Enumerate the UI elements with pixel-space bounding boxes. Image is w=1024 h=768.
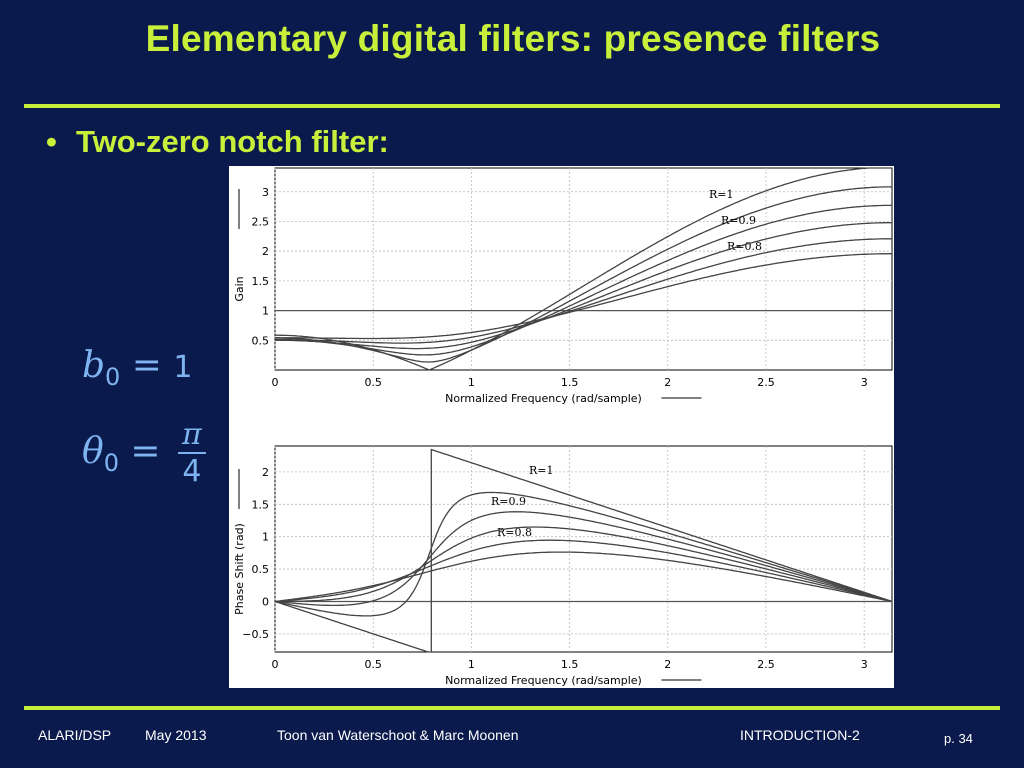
series-line-3 (275, 204, 893, 356)
equals-sign: = (131, 345, 162, 386)
y-tick-label: 0.5 (252, 334, 270, 347)
series-line-3 (274, 511, 893, 607)
series-line-4 (275, 222, 892, 350)
plots-svg: 0 0.5 1 1.5 2 2.5 3 0.5 1 1.5 2 2.5 3 Normalized Freq… (233, 167, 893, 687)
plot-panel: 0 0.5 1 1.5 2 2.5 3 0.5 1 1.5 2 2.5 3 Normalized Freq… (229, 166, 894, 688)
series-label: R=0.9 (491, 495, 526, 508)
y-tick-label: 2 (262, 466, 269, 479)
y-axis-label: Phase Shift (rad) (233, 523, 246, 615)
y-tick-label: 1.5 (252, 498, 270, 511)
x-tick-label: 1 (468, 658, 475, 671)
series-line-6 (274, 551, 893, 603)
bullet-item: • Two-zero notch filter: (46, 124, 389, 160)
series-line-2 (275, 186, 893, 363)
x-tick-label: 2 (664, 376, 671, 389)
y-tick-label: 1 (262, 531, 269, 544)
x-tick-label: 3 (861, 376, 868, 389)
theta-subscript: 0 (103, 449, 119, 478)
b-subscript: 0 (105, 363, 121, 392)
x-tick-label: 1 (468, 376, 475, 389)
plot-frame (274, 445, 893, 653)
x-axis-label: Normalized Frequency (rad/sample) (445, 392, 642, 405)
x-tick-label: 1.5 (561, 376, 579, 389)
b-symbol: b (82, 345, 106, 386)
y-tick-label: 3 (262, 186, 269, 199)
footer-date: May 2013 (145, 727, 207, 743)
series-line-2 (274, 491, 893, 617)
equation-theta0: θ0 = π 4 (82, 418, 206, 490)
equals-sign: = (130, 431, 161, 472)
equation-b0: b0 = 1 (82, 345, 193, 391)
y-tick-label: 2 (262, 245, 269, 258)
bullet-marker: • (46, 124, 57, 159)
x-tick-label: 0 (272, 658, 279, 671)
series-line-1 (274, 448, 893, 653)
series-label: R=0.8 (727, 240, 762, 253)
chart-gain: 0 0.5 1 1.5 2 2.5 3 0.5 1 1.5 2 2.5 3 Normalized Freq… (233, 167, 893, 405)
series-line-5 (275, 238, 892, 344)
fraction: π 4 (178, 418, 206, 490)
title-divider (24, 104, 1000, 108)
y-tick-label: −0.5 (242, 628, 269, 641)
b0-value: 1 (173, 350, 193, 385)
x-axis-label: Normalized Frequency (rad/sample) (445, 674, 642, 687)
x-tick-label: 2 (664, 658, 671, 671)
bullet-text: Two-zero notch filter: (76, 124, 389, 159)
slide-title: Elementary digital filters: presence fil… (145, 18, 881, 59)
chart-phase: 0 0.5 1 1.5 2 2.5 3 −0.5 0 0.5 1 1.5 2 Normalized Fre… (233, 445, 893, 687)
series-line-6 (275, 253, 892, 340)
footer-page-number: p. 34 (944, 731, 973, 746)
footer-course: ALARI/DSP (38, 727, 112, 743)
x-tick-label: 1.5 (561, 658, 579, 671)
series-label: R=1 (529, 464, 554, 477)
y-tick-label: 0.5 (252, 563, 270, 576)
fraction-denominator: 4 (182, 454, 202, 489)
footer-authors: Toon van Waterschoot & Marc Moonen (277, 727, 519, 743)
x-tick-label: 3 (861, 658, 868, 671)
y-axis-label: Gain (233, 276, 246, 301)
y-tick-label: 2.5 (252, 215, 270, 228)
footer-divider (24, 706, 1000, 710)
x-tick-label: 0.5 (364, 376, 382, 389)
series-label: R=1 (709, 188, 734, 201)
y-tick-label: 0 (262, 595, 269, 608)
series-label: R=0.9 (721, 214, 756, 227)
series-line-4 (275, 526, 893, 603)
y-tick-label: 1 (262, 305, 269, 318)
x-tick-label: 0.5 (364, 658, 382, 671)
footer-section: INTRODUCTION-2 (740, 727, 860, 743)
x-tick-label: 0 (272, 376, 279, 389)
x-tick-label: 2.5 (757, 376, 775, 389)
fraction-numerator: π (178, 418, 206, 454)
theta-symbol: θ (82, 431, 104, 472)
series-line-5 (274, 539, 893, 603)
x-tick-label: 2.5 (757, 658, 775, 671)
y-tick-label: 1.5 (252, 275, 270, 288)
